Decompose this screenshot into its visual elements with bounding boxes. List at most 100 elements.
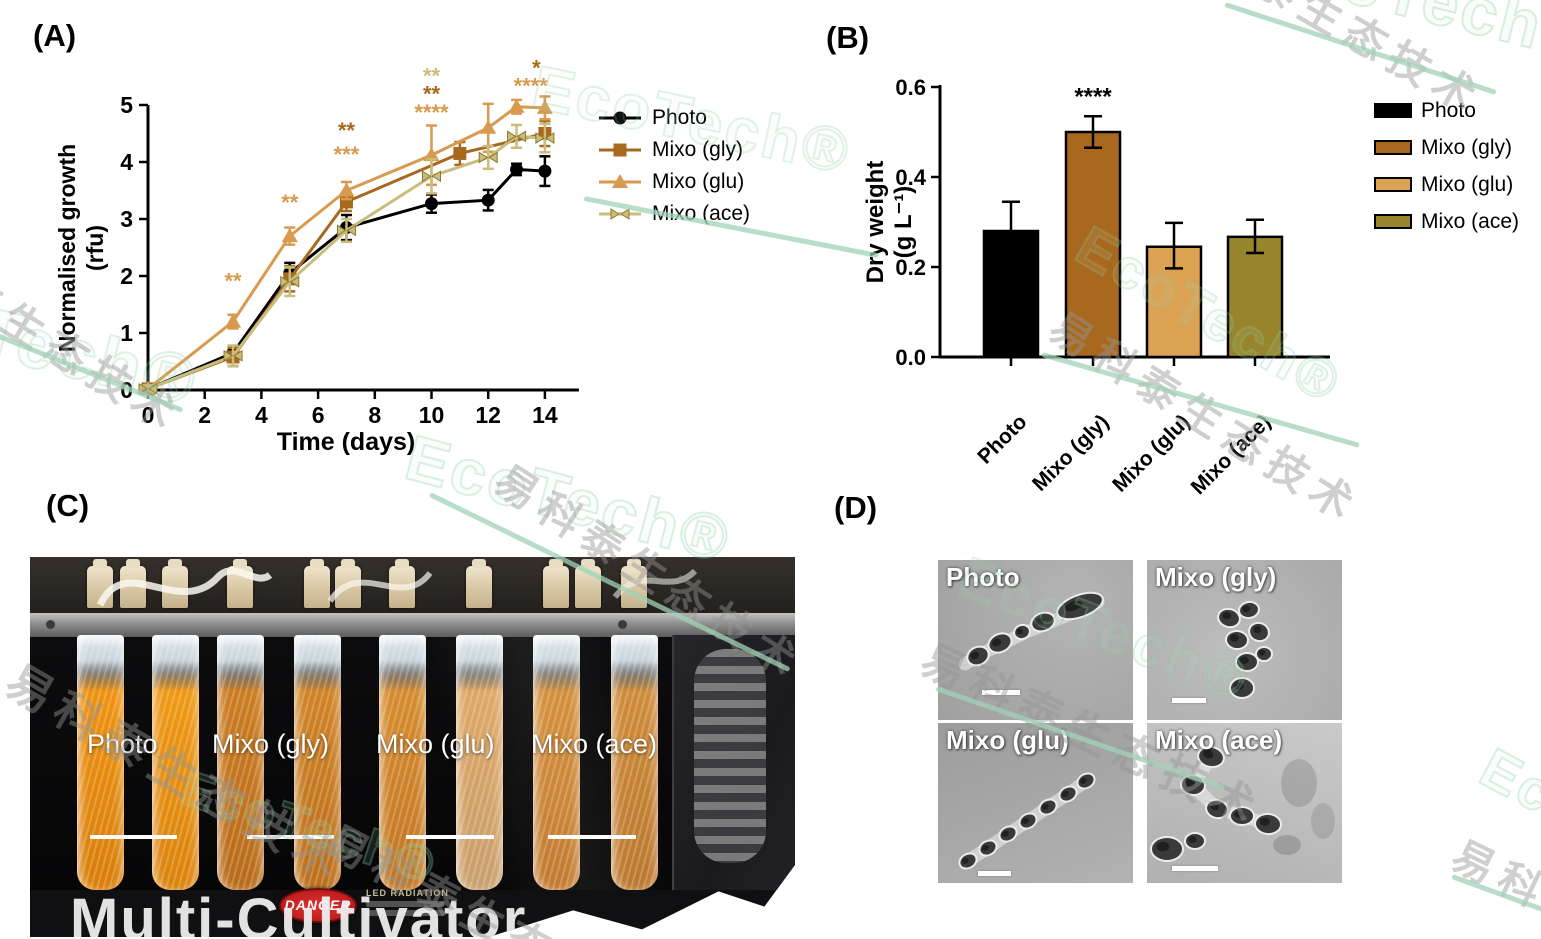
square-marker-icon <box>599 143 641 157</box>
coil-icon <box>694 649 766 863</box>
condensation-overlay <box>217 635 264 890</box>
legend-label: Photo <box>1421 98 1476 122</box>
culture-tube <box>456 635 503 890</box>
glass-edge-highlight <box>456 635 503 890</box>
culture-tube <box>152 635 199 890</box>
tube-row <box>30 635 795 890</box>
glass-edge-highlight <box>533 635 580 890</box>
bowtie-marker-icon <box>599 208 641 220</box>
legend-item: Mixo (glu) <box>597 166 750 198</box>
micrograph-tile: Mixo (ace) <box>1147 723 1342 883</box>
condition-label: Mixo (ace) <box>531 729 658 759</box>
multicultivator-photo: Photo Mixo (gly) Mixo (glu) Mixo (ace) DANG… <box>30 557 795 937</box>
svg-text:3: 3 <box>120 206 133 232</box>
svg-text:****: **** <box>1074 83 1112 110</box>
color-swatch-icon <box>1374 140 1412 155</box>
culture-tube <box>533 635 580 890</box>
sticker-text: LED RADIATION <box>366 888 449 898</box>
condensation-overlay <box>294 635 341 890</box>
micrograph-scale-bar <box>1172 866 1218 871</box>
svg-text:14: 14 <box>532 402 558 428</box>
screw-icon <box>618 620 627 629</box>
svg-text:Mixo (gly): Mixo (gly) <box>1028 410 1114 496</box>
condensation-overlay <box>379 635 426 890</box>
watermark-cn-text: 易科泰生态技术 <box>1444 831 1541 939</box>
svg-text:**: ** <box>423 82 441 107</box>
svg-text:2: 2 <box>120 263 133 289</box>
svg-text:4: 4 <box>255 402 268 428</box>
svg-text:Mixo (ace): Mixo (ace) <box>1187 410 1276 499</box>
condensation-overlay <box>611 635 658 890</box>
legend-label: Mixo (glu) <box>1421 172 1514 196</box>
micrograph-label: Mixo (ace) <box>1155 725 1283 755</box>
svg-text:***: *** <box>334 142 360 167</box>
svg-text:2: 2 <box>198 402 211 428</box>
svg-text:**: ** <box>423 63 441 88</box>
svg-text:0.0: 0.0 <box>895 345 926 370</box>
photo-scale-bar <box>406 835 494 839</box>
svg-text:0.6: 0.6 <box>895 75 926 100</box>
svg-text:0: 0 <box>120 377 133 403</box>
legend-label: Photo <box>652 106 707 129</box>
circle-marker-icon <box>599 111 641 125</box>
legend-item: Mixo (glu) <box>1374 166 1519 203</box>
svg-text:Normalised growth: Normalised growth <box>54 144 80 352</box>
svg-text:(g L⁻¹): (g L⁻¹) <box>890 186 917 259</box>
triangle-marker-icon <box>599 174 641 188</box>
micrograph-tile: Mixo (glu) <box>938 723 1133 883</box>
micrograph-label: Mixo (gly) <box>1155 562 1277 592</box>
photo-scale-bar <box>548 835 636 839</box>
legend-item: Photo <box>597 102 750 134</box>
color-swatch-icon <box>1374 177 1412 192</box>
svg-text:****: **** <box>514 74 549 99</box>
device-brand-text: Multi-Cultivator <box>70 889 528 937</box>
svg-text:12: 12 <box>475 402 501 428</box>
danger-sticker: DANGER <box>279 888 357 923</box>
sticker-blur-line <box>366 901 444 907</box>
svg-text:Dry weight: Dry weight <box>862 161 889 284</box>
svg-text:****: **** <box>414 100 449 125</box>
condition-label: Photo <box>87 729 158 759</box>
culture-tube <box>77 635 124 890</box>
legend-item: Mixo (gly) <box>597 134 750 166</box>
sticker-blur-line <box>366 910 444 916</box>
photo-scale-bar <box>247 835 334 839</box>
legend-label: Mixo (gly) <box>1421 135 1513 159</box>
svg-text:**: ** <box>338 118 356 143</box>
color-swatch-icon <box>1374 103 1412 118</box>
tube-cap <box>304 559 330 608</box>
glass-edge-highlight <box>77 635 124 890</box>
panel-b-letter: (B) <box>826 20 870 55</box>
svg-text:1: 1 <box>120 320 133 346</box>
svg-text:8: 8 <box>368 402 381 428</box>
legend-label: Mixo (glu) <box>652 170 745 193</box>
micrograph-scale-bar <box>978 871 1011 876</box>
micrograph-tile: Mixo (gly) <box>1147 560 1342 720</box>
micrograph-label: Mixo (glu) <box>946 725 1069 755</box>
culture-tube <box>217 635 264 890</box>
growth-chart-legend: Photo Mixo (gly) Mixo (glu) Mixo (ace) <box>597 102 750 230</box>
panel-d-letter: (D) <box>834 490 878 525</box>
glass-edge-highlight <box>379 635 426 890</box>
color-swatch-icon <box>1374 214 1412 229</box>
svg-text:Mixo (glu): Mixo (glu) <box>1108 410 1194 496</box>
glass-edge-highlight <box>611 635 658 890</box>
cells-illustration <box>1217 600 1273 699</box>
svg-text:0.2: 0.2 <box>895 255 926 280</box>
micrograph-scale-bar <box>982 690 1020 695</box>
micrograph-scale-bar <box>1172 698 1206 703</box>
svg-text:10: 10 <box>419 402 445 428</box>
svg-text:Time (days): Time (days) <box>277 428 415 456</box>
glass-edge-highlight <box>152 635 199 890</box>
svg-text:0: 0 <box>142 402 155 428</box>
photo-scale-bar <box>90 835 177 839</box>
legend-item: Mixo (ace) <box>597 198 750 230</box>
watermark-ecotech-logo: EcoTech® <box>1469 735 1541 931</box>
svg-text:**: ** <box>281 190 299 215</box>
panel-c-letter: (C) <box>46 488 90 523</box>
tubing-icon <box>96 567 698 607</box>
svg-text:0.4: 0.4 <box>895 165 926 190</box>
watermark-line <box>1451 874 1541 924</box>
